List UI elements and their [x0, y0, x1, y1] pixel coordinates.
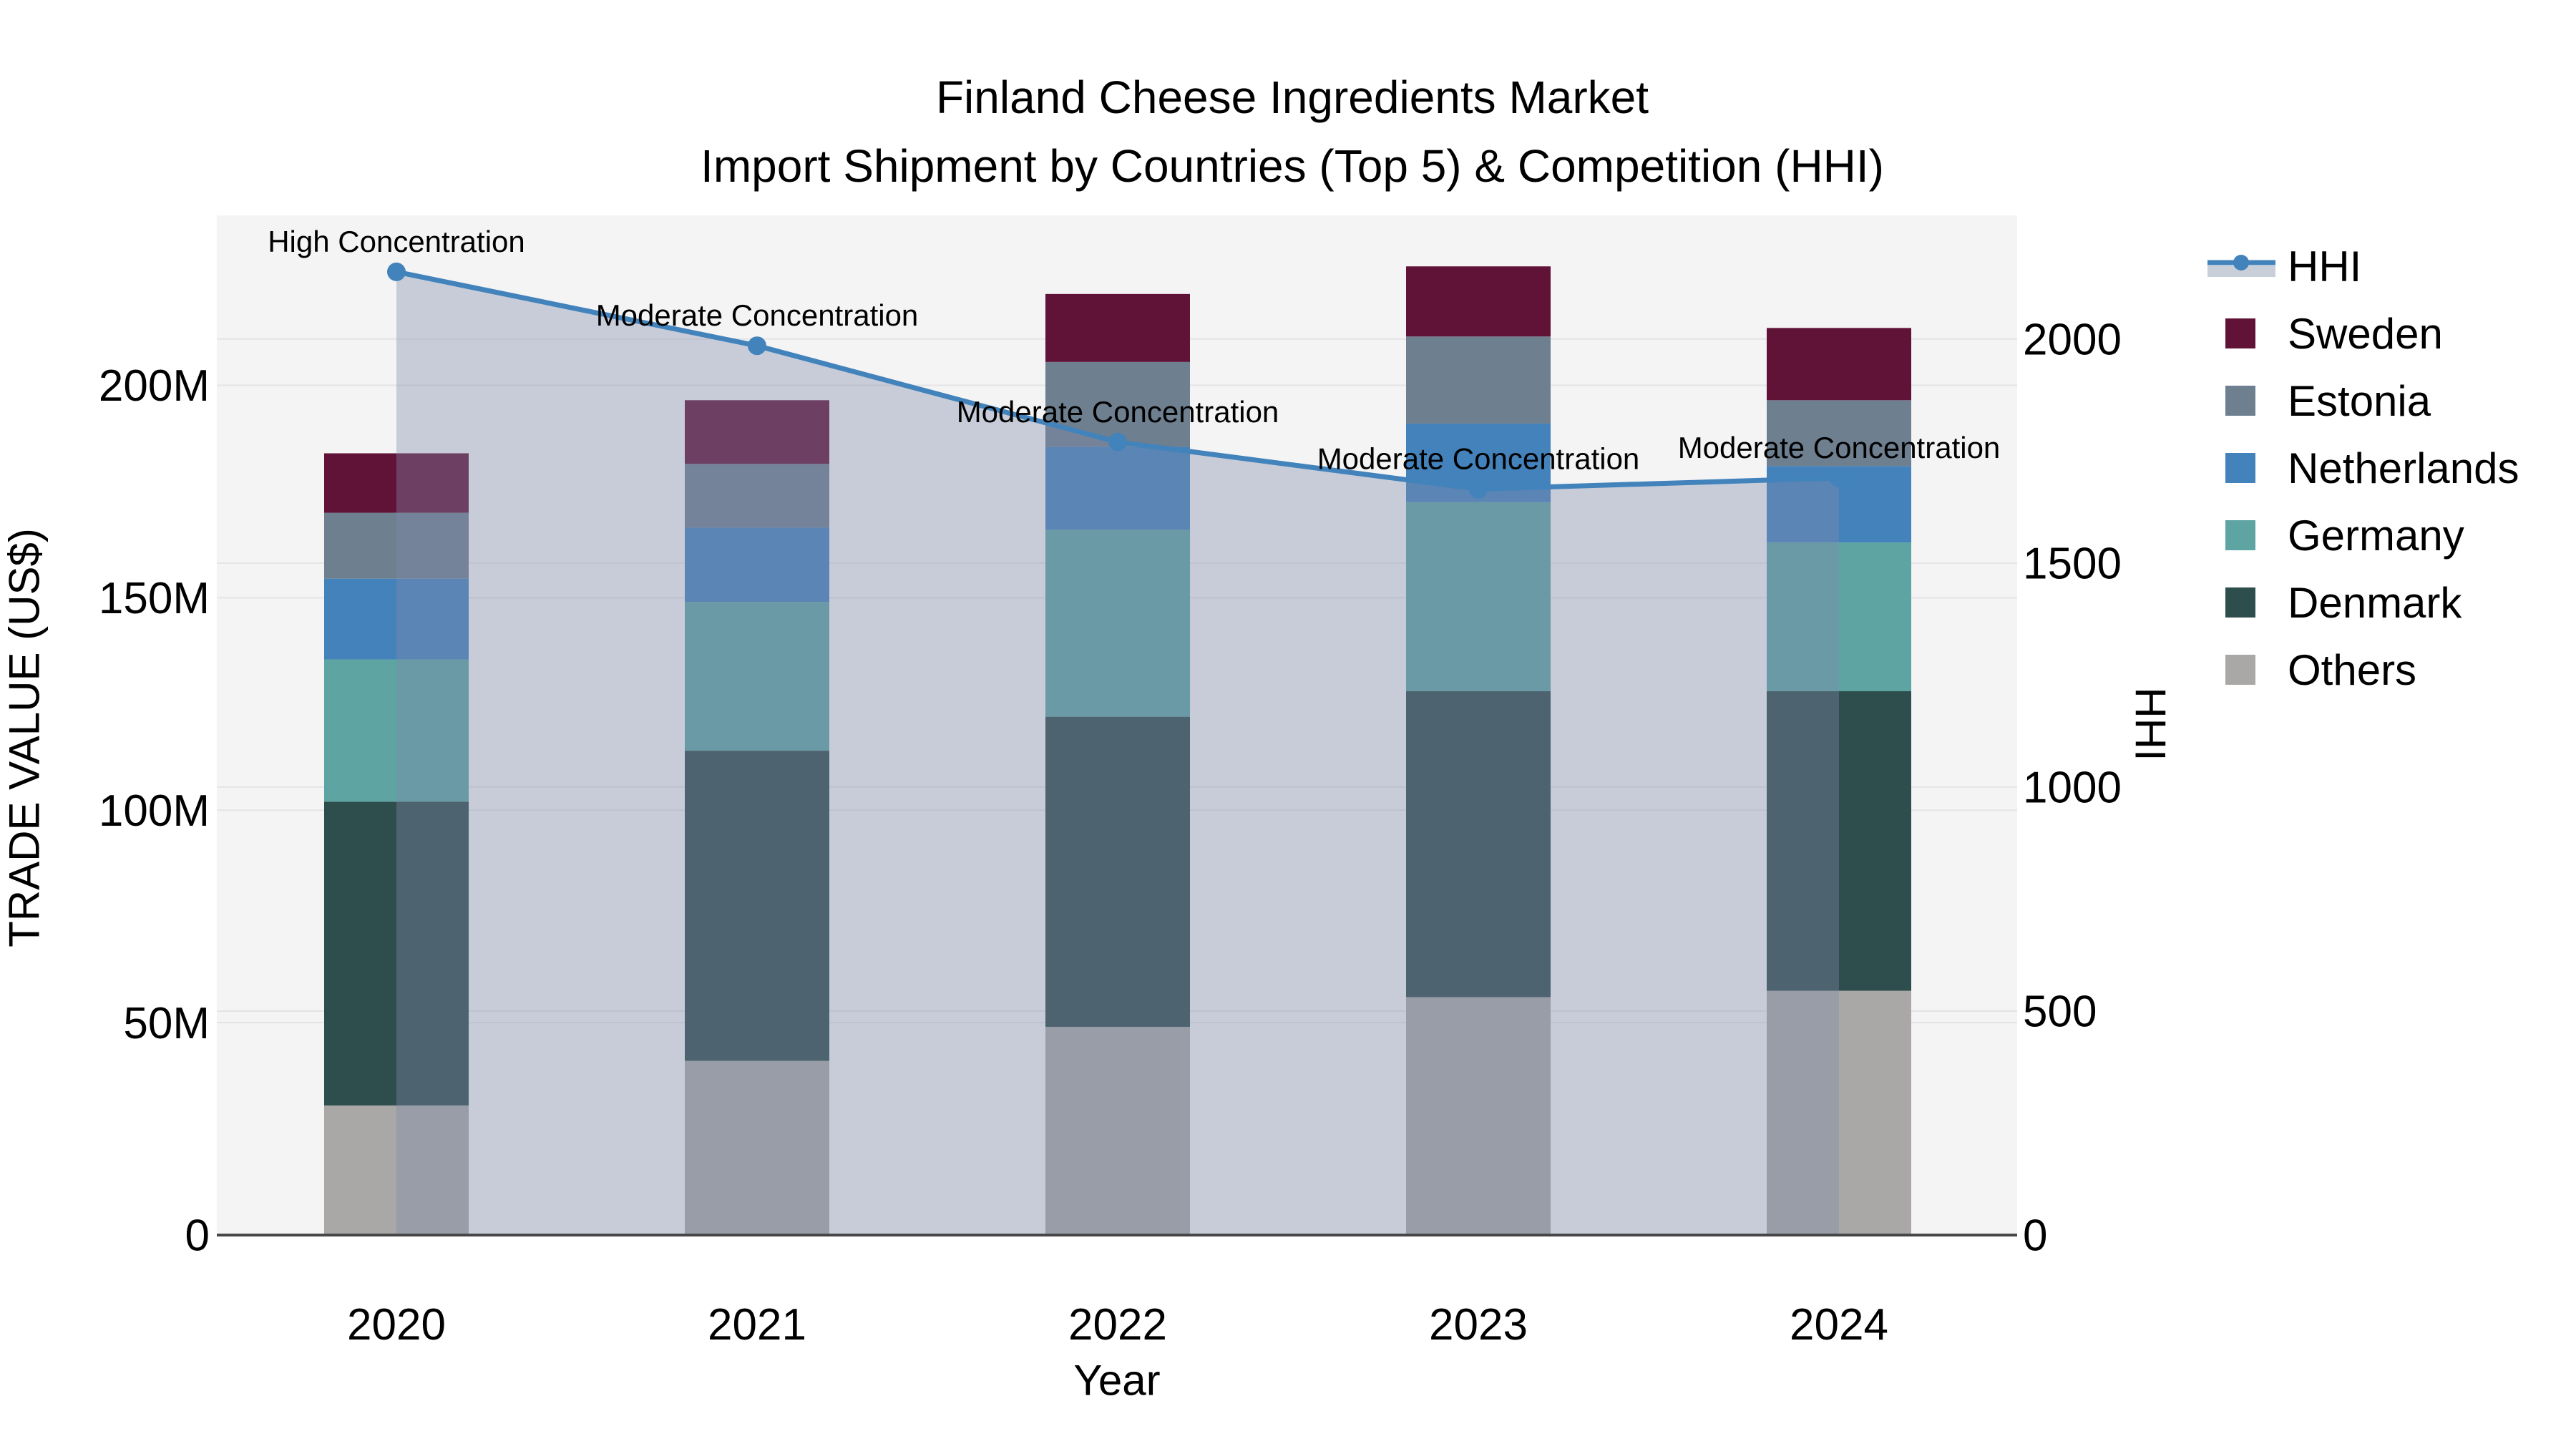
hhi-marker-2023	[1469, 479, 1488, 499]
bar-segment-2024-sweden	[1767, 328, 1911, 401]
legend-label-germany: Germany	[2288, 511, 2464, 560]
legend-swatch-denmark-icon	[2225, 587, 2255, 618]
chart-title-line2: Import Shipment by Countries (Top 5) & C…	[701, 140, 1884, 192]
annotation-2023: Moderate Concentration	[1317, 442, 1640, 476]
legend-label-hhi: HHI	[2288, 242, 2362, 291]
x-tick-2020: 2020	[347, 1300, 446, 1350]
chart-title-line1: Finland Cheese Ingredients Market	[935, 72, 1649, 123]
legend-item-hhi[interactable]: HHI	[2207, 233, 2519, 300]
bar-segment-2023-denmark	[1406, 691, 1551, 997]
bar-segment-2020-others	[324, 1105, 469, 1235]
legend-swatch-germany-icon	[2225, 520, 2255, 550]
bar-segment-2021-denmark	[685, 751, 829, 1061]
bar-segment-2023-others	[1406, 997, 1551, 1235]
y2-tick-2000: 2000	[2023, 316, 2122, 365]
x-axis-title: Year	[1073, 1356, 1161, 1405]
bar-segment-2021-estonia	[685, 464, 829, 528]
chart-title: Finland Cheese Ingredients Market Import…	[701, 63, 1884, 200]
bar-segment-2024-germany	[1767, 542, 1911, 691]
bar-segment-2023-sweden	[1406, 266, 1551, 337]
y-tick-0: 0	[185, 1211, 210, 1261]
hhi-marker-2022	[1108, 432, 1127, 452]
y-tick-100M: 100M	[99, 786, 210, 836]
bar-segment-2024-estonia	[1767, 400, 1911, 467]
annotation-2024: Moderate Concentration	[1678, 431, 2001, 464]
legend-item-germany[interactable]: Germany	[2207, 502, 2519, 569]
legend-label-others: Others	[2288, 645, 2417, 694]
bar-segment-2021-netherlands	[685, 527, 829, 602]
bar-segment-2021-others	[685, 1060, 829, 1235]
annotation-2021: Moderate Concentration	[596, 298, 919, 332]
y2-tick-0: 0	[2023, 1211, 2047, 1261]
bar-segment-2022-others	[1045, 1027, 1190, 1235]
x-tick-2023: 2023	[1429, 1300, 1528, 1350]
annotation-2022: Moderate Concentration	[957, 395, 1279, 429]
bar-segment-2020-germany	[324, 659, 469, 802]
legend-label-sweden: Sweden	[2288, 309, 2443, 358]
bar-segment-2022-germany	[1045, 530, 1190, 717]
y-axis-title: TRADE VALUE (US$)	[0, 528, 49, 947]
hhi-marker-2020	[387, 262, 406, 281]
bar-segment-2024-others	[1767, 990, 1911, 1235]
bar-segment-2020-sweden	[324, 453, 469, 513]
hhi-line-swatch-icon	[2207, 255, 2275, 277]
y2-axis-title: HHI	[2126, 687, 2175, 761]
bar-segment-2023-estonia	[1406, 336, 1551, 424]
bar-segment-2020-estonia	[324, 512, 469, 579]
bar-segment-2021-germany	[685, 602, 829, 751]
hhi-area-fill	[396, 271, 1839, 1235]
legend-swatch-others-icon	[2225, 655, 2255, 685]
bar-segment-2022-estonia	[1045, 361, 1190, 447]
x-tick-2022: 2022	[1068, 1300, 1167, 1350]
bar-segment-2020-denmark	[324, 801, 469, 1106]
legend-item-sweden[interactable]: Sweden	[2207, 300, 2519, 367]
y2-tick-500: 500	[2023, 987, 2097, 1037]
bar-segment-2022-netherlands	[1045, 447, 1190, 530]
bar-segment-2023-germany	[1406, 502, 1551, 691]
annotation-2020: High Concentration	[268, 225, 525, 258]
y2-tick-1500: 1500	[2023, 540, 2122, 589]
y-tick-50M: 50M	[123, 999, 210, 1048]
legend-item-others[interactable]: Others	[2207, 636, 2519, 703]
legend-item-netherlands[interactable]: Netherlands	[2207, 434, 2519, 502]
bar-segment-2020-netherlands	[324, 578, 469, 660]
y-tick-150M: 150M	[99, 574, 210, 623]
hhi-marker-2021	[748, 336, 766, 356]
y2-tick-1000: 1000	[2023, 763, 2122, 813]
legend-item-denmark[interactable]: Denmark	[2207, 569, 2519, 636]
legend-label-denmark: Denmark	[2288, 578, 2462, 627]
legend-label-estonia: Estonia	[2288, 376, 2431, 425]
bar-segment-2022-sweden	[1045, 293, 1190, 362]
bar-segment-2024-denmark	[1767, 691, 1911, 991]
legend: HHI Sweden Estonia Netherlands Germany Denmar…	[2207, 233, 2519, 703]
legend-label-netherlands: Netherlands	[2288, 444, 2519, 492]
legend-item-estonia[interactable]: Estonia	[2207, 367, 2519, 434]
x-tick-2021: 2021	[708, 1300, 806, 1350]
legend-swatch-netherlands-icon	[2225, 453, 2255, 483]
hhi-marker-2024	[1830, 468, 1848, 487]
bar-segment-2021-sweden	[685, 400, 829, 464]
legend-swatch-estonia-icon	[2225, 386, 2255, 416]
y-tick-200M: 200M	[99, 361, 210, 411]
bar-segment-2022-denmark	[1045, 716, 1190, 1028]
x-tick-2024: 2024	[1790, 1300, 1888, 1350]
legend-swatch-sweden-icon	[2225, 318, 2255, 348]
